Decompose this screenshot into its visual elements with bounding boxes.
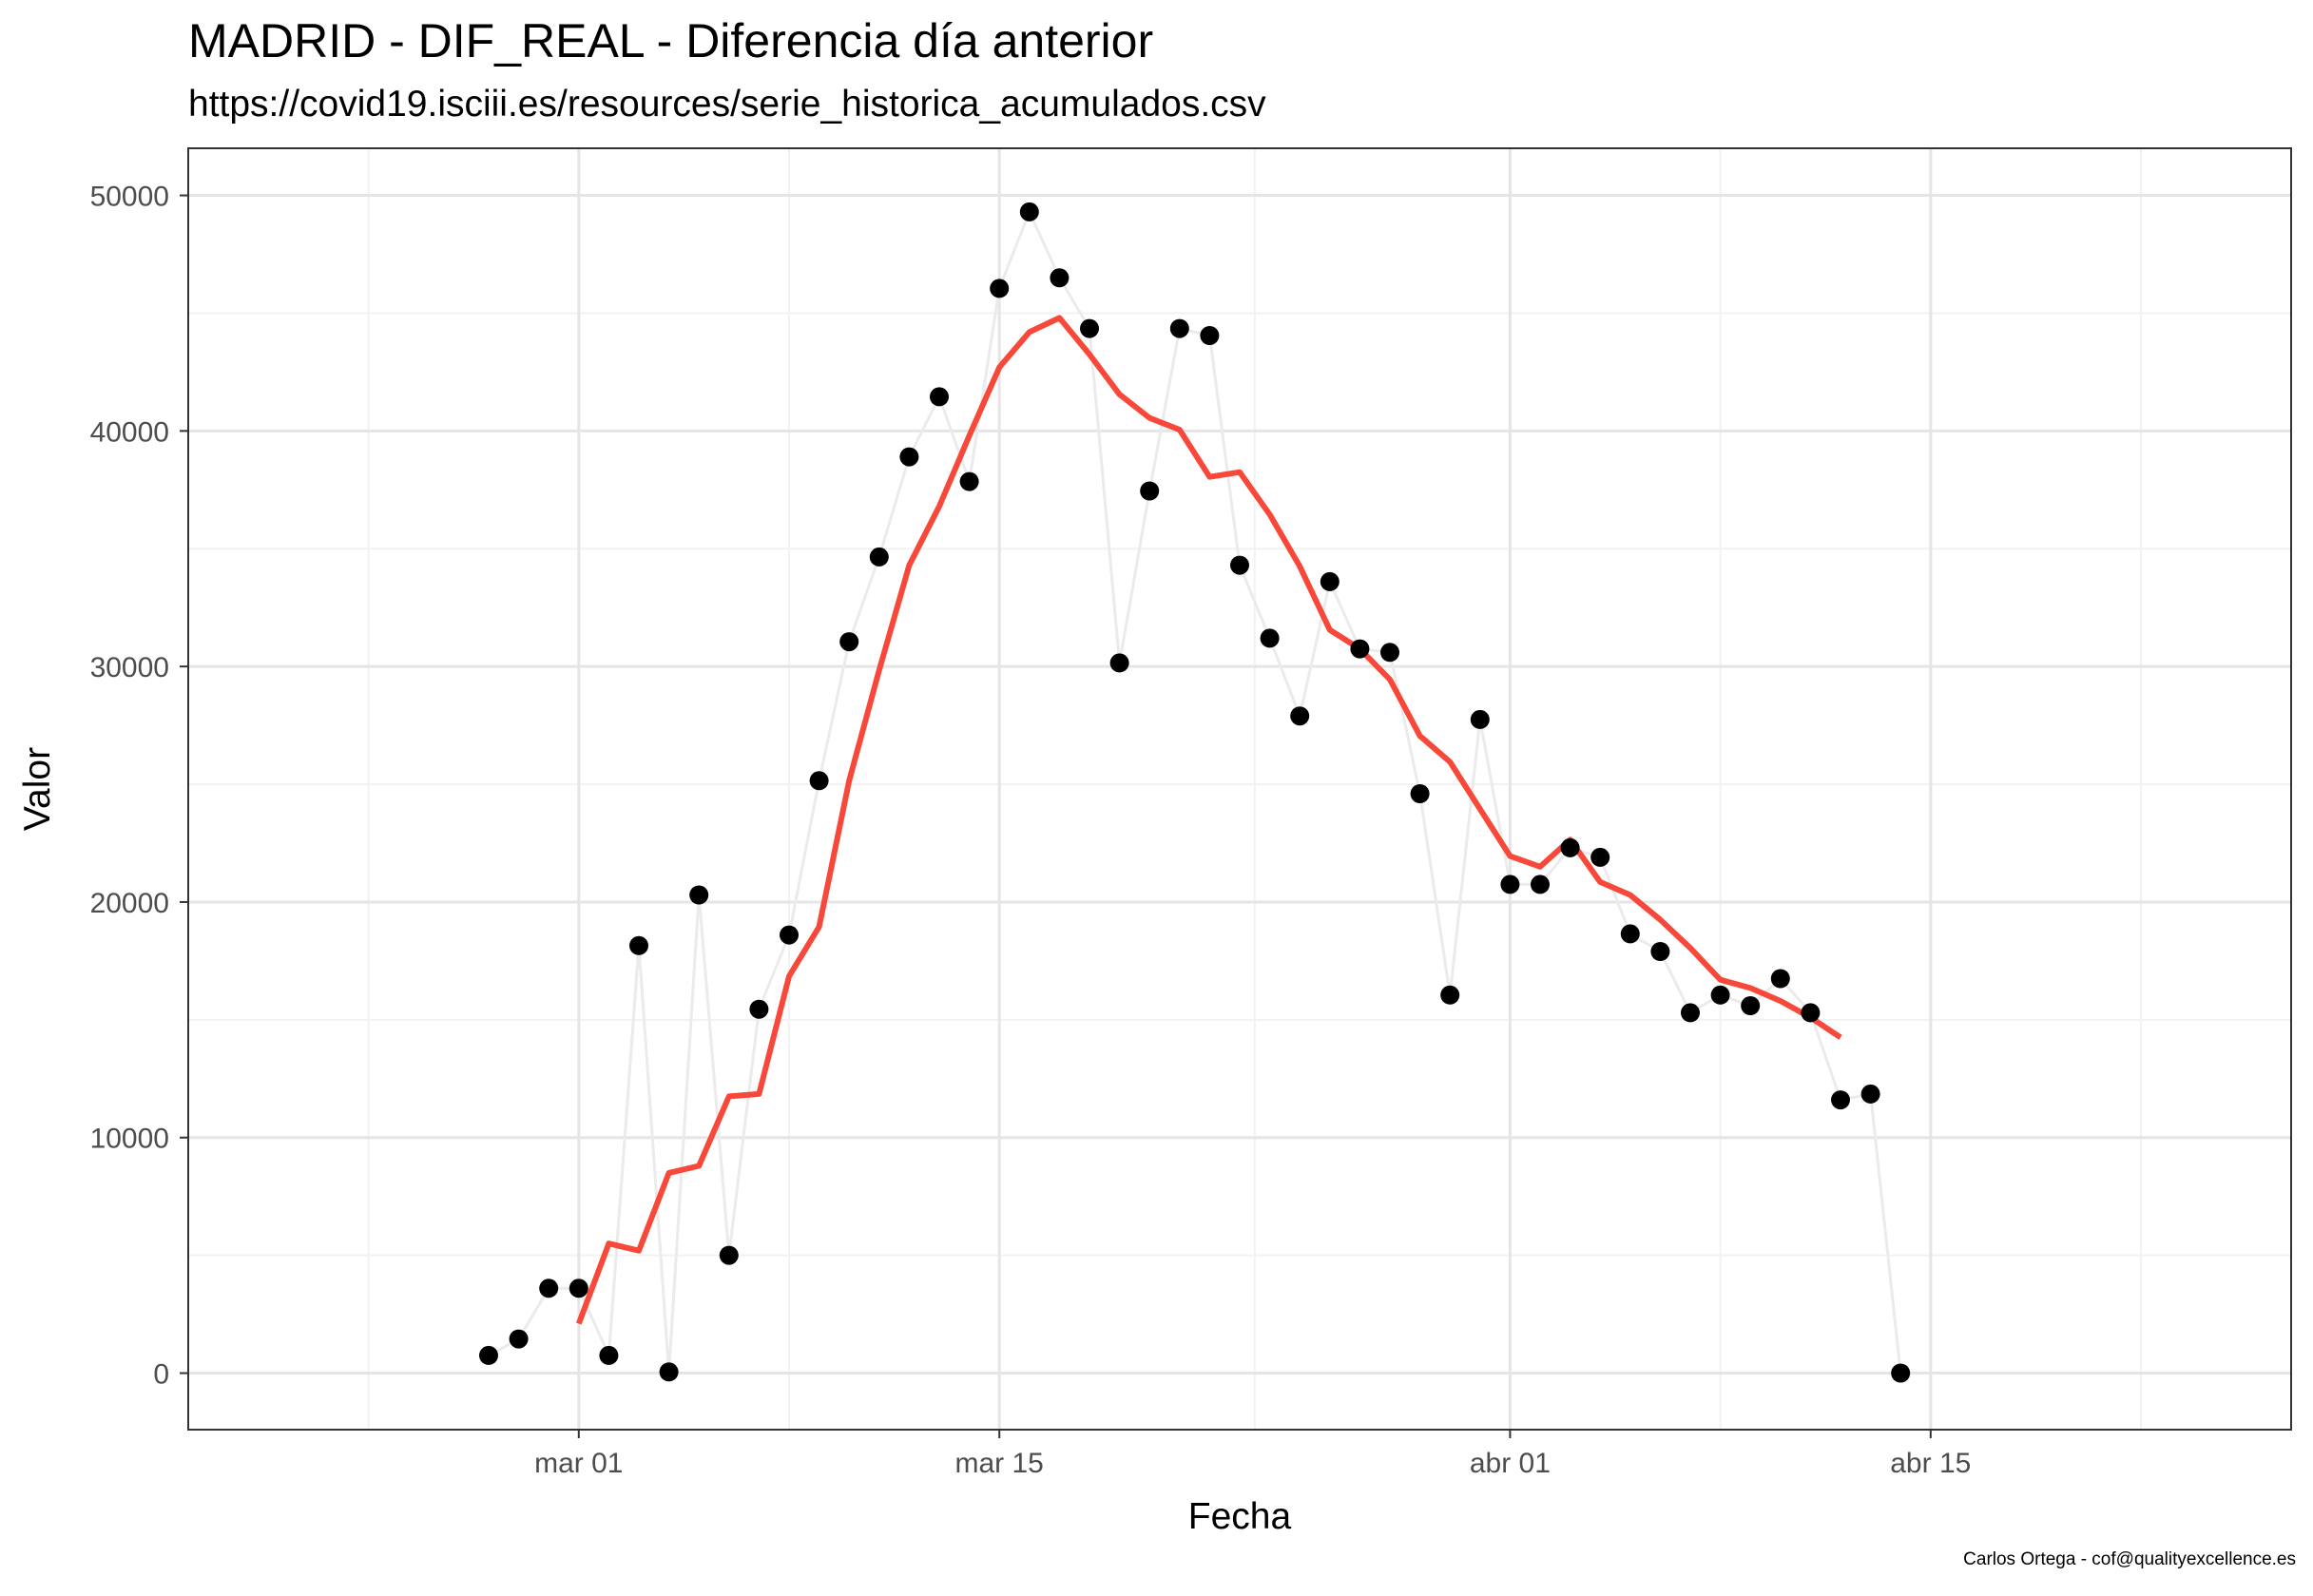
chart-title: MADRID - DIF_REAL - Diferencia día anter…	[188, 14, 1154, 67]
data-point	[1350, 639, 1370, 659]
data-point	[1620, 924, 1640, 944]
data-point	[1290, 706, 1310, 726]
data-point	[629, 935, 648, 955]
panel-border	[187, 147, 2292, 1431]
data-point	[1650, 942, 1670, 961]
data-point	[1080, 318, 1099, 338]
data-point	[1109, 653, 1129, 673]
data-point	[1050, 268, 1070, 288]
data-point	[839, 632, 859, 652]
data-point	[1891, 1363, 1911, 1383]
data-point	[1500, 875, 1520, 894]
data-point	[1470, 709, 1490, 729]
data-point	[599, 1345, 619, 1365]
y-tick-label: 40000	[90, 416, 169, 448]
grid	[188, 148, 2291, 1430]
trend-line-path	[575, 315, 1842, 1325]
data-point	[1590, 847, 1610, 867]
x-tick-label: mar 15	[955, 1448, 1044, 1479]
data-connector-line	[488, 210, 1902, 1374]
data-point	[959, 471, 979, 491]
data-point	[780, 925, 799, 945]
data-point	[1440, 985, 1460, 1005]
y-tick-label: 0	[153, 1359, 169, 1391]
data-point	[689, 885, 709, 905]
data-point	[1710, 985, 1730, 1005]
data-point	[719, 1245, 739, 1265]
data-point	[1681, 1003, 1700, 1023]
data-point	[899, 447, 919, 467]
x-tick-label: abr 01	[1470, 1448, 1551, 1479]
data-point	[1320, 571, 1340, 591]
x-tick-label: mar 01	[534, 1448, 623, 1479]
data-point	[1860, 1084, 1880, 1104]
data-point	[809, 771, 829, 791]
data-point	[1260, 628, 1280, 648]
data-point	[749, 999, 769, 1019]
data-point	[1531, 875, 1550, 894]
data-points	[479, 202, 1911, 1383]
data-point	[1230, 555, 1249, 575]
data-point	[1140, 481, 1160, 501]
trend-line	[575, 315, 1842, 1325]
y-tick-label: 20000	[90, 888, 169, 919]
data-point	[1200, 326, 1220, 345]
x-axis-title: Fecha	[1188, 1496, 1292, 1537]
data-point	[509, 1329, 529, 1349]
x-tick-label: abr 15	[1890, 1448, 1971, 1479]
data-point	[569, 1279, 588, 1298]
data-point	[659, 1362, 679, 1382]
data-point	[479, 1345, 498, 1365]
data-point	[1741, 996, 1761, 1015]
y-axis-title: Valor	[17, 747, 58, 831]
data-point	[1560, 837, 1580, 857]
caption: Carlos Ortega - cof@qualityexcellence.es	[1963, 1549, 2296, 1569]
data-point	[1169, 318, 1189, 338]
data-point	[930, 387, 949, 407]
data-point	[1019, 202, 1039, 221]
data-line	[488, 210, 1902, 1374]
y-tick-label: 50000	[90, 182, 169, 213]
data-point	[1410, 784, 1430, 803]
y-tick-label: 30000	[90, 652, 169, 683]
data-point	[1380, 643, 1399, 663]
axes: 0 10000 20000 30000 40000 50000 mar 01 mar 15 ab…	[90, 182, 1972, 1479]
data-point	[1770, 969, 1790, 989]
data-point	[1801, 1003, 1821, 1023]
data-point	[539, 1279, 559, 1298]
chart-subtitle: https://covid19.isciii.es/resources/seri…	[188, 84, 1266, 125]
y-tick-label: 10000	[90, 1124, 169, 1155]
data-point	[990, 279, 1010, 298]
data-point	[1831, 1090, 1850, 1110]
data-point	[869, 547, 889, 567]
